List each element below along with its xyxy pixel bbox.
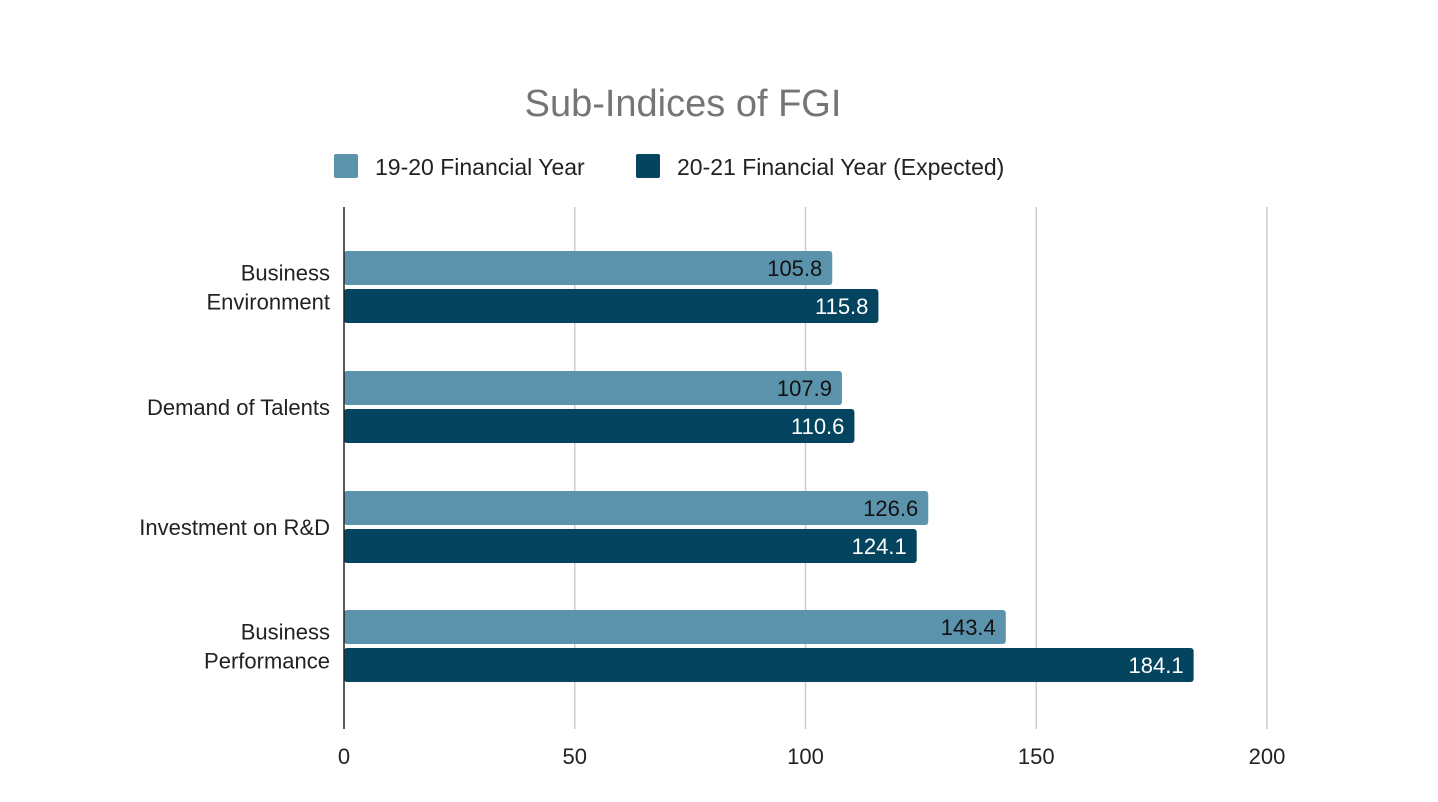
bar-series-1-category-1 xyxy=(344,409,855,443)
category-label: Investment on R&D xyxy=(139,515,330,540)
bar-series-0-category-3 xyxy=(344,610,1006,644)
x-tick-label: 0 xyxy=(338,744,350,769)
x-tick-label: 200 xyxy=(1249,744,1286,769)
x-tick-label: 50 xyxy=(563,744,587,769)
data-label: 184.1 xyxy=(1129,653,1184,678)
bar-series-1-category-0 xyxy=(344,289,879,323)
data-label: 126.6 xyxy=(863,496,918,521)
x-tick-label: 100 xyxy=(787,744,824,769)
x-tick-label: 150 xyxy=(1018,744,1055,769)
bar-series-1-category-3 xyxy=(344,648,1194,682)
legend-label-20-21: 20-21 Financial Year (Expected) xyxy=(677,154,1004,180)
data-label: 110.6 xyxy=(791,414,844,439)
data-label: 107.9 xyxy=(777,376,832,401)
bars-layer: 105.8 115.8 107.9 110.6 126.6 124.1 143.4 184.1 xyxy=(344,251,1194,682)
category-label: Business xyxy=(241,261,330,286)
legend-swatch-19-20 xyxy=(334,154,358,178)
category-label: Demand of Talents xyxy=(147,395,330,420)
bar-series-0-category-0 xyxy=(344,251,833,285)
bar-series-0-category-2 xyxy=(344,491,929,525)
data-label: 105.8 xyxy=(767,256,822,281)
axis-layer: 0 50 100 150 200 Business Environment Demand of… xyxy=(139,207,1285,769)
category-label: Business xyxy=(241,620,330,645)
category-label: Performance xyxy=(204,649,330,674)
bar-series-0-category-1 xyxy=(344,371,842,405)
bar-series-1-category-2 xyxy=(344,529,917,563)
chart-title: Sub-Indices of FGI xyxy=(525,83,842,125)
legend-swatch-20-21 xyxy=(636,154,660,178)
category-label: Environment xyxy=(206,290,330,315)
data-label: 115.8 xyxy=(815,294,868,319)
legend: 19-20 Financial Year 20-21 Financial Yea… xyxy=(334,154,1004,180)
data-label: 143.4 xyxy=(941,615,996,640)
data-label: 124.1 xyxy=(852,534,907,559)
legend-label-19-20: 19-20 Financial Year xyxy=(375,154,585,180)
